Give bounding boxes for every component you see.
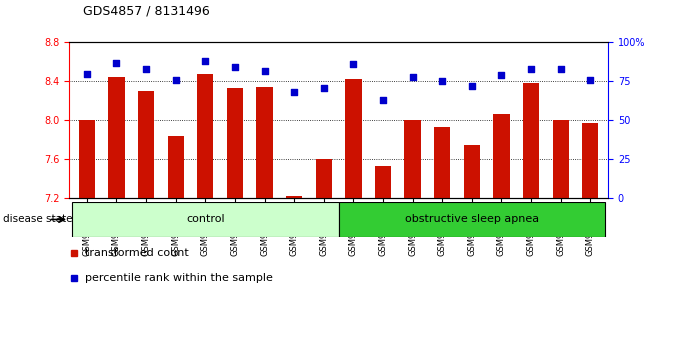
Bar [227, 88, 243, 198]
Point [526, 66, 537, 72]
Bar [286, 196, 302, 198]
Point [170, 77, 181, 83]
Bar [138, 91, 154, 198]
Point [555, 66, 566, 72]
Point [319, 85, 330, 91]
Point [259, 68, 270, 73]
Bar [72, 202, 339, 237]
Bar [256, 87, 273, 198]
Point [377, 97, 388, 103]
Bar [167, 136, 184, 198]
Point [140, 66, 151, 72]
Bar [346, 80, 361, 198]
Bar [339, 202, 605, 237]
Point [407, 74, 418, 80]
Text: control: control [186, 215, 225, 224]
Text: percentile rank within the sample: percentile rank within the sample [85, 273, 273, 283]
Point [82, 71, 93, 76]
Point [496, 72, 507, 78]
Bar [79, 120, 95, 198]
Point [348, 62, 359, 67]
Point [289, 90, 300, 95]
Bar [464, 145, 480, 198]
Point [437, 79, 448, 84]
Text: transformed count: transformed count [85, 248, 189, 258]
Bar [316, 159, 332, 198]
Point [585, 77, 596, 83]
Point [466, 83, 477, 89]
Text: disease state: disease state [3, 215, 73, 224]
Text: GDS4857 / 8131496: GDS4857 / 8131496 [83, 5, 209, 18]
Point [111, 60, 122, 65]
Bar [553, 120, 569, 198]
Text: obstructive sleep apnea: obstructive sleep apnea [405, 215, 539, 224]
Bar [434, 127, 451, 198]
Point [229, 64, 240, 70]
Point [200, 58, 211, 64]
Bar [523, 83, 539, 198]
Bar [404, 120, 421, 198]
Bar [375, 166, 391, 198]
Bar [197, 74, 214, 198]
Bar [493, 114, 509, 198]
Bar [108, 76, 124, 198]
Bar [582, 123, 598, 198]
